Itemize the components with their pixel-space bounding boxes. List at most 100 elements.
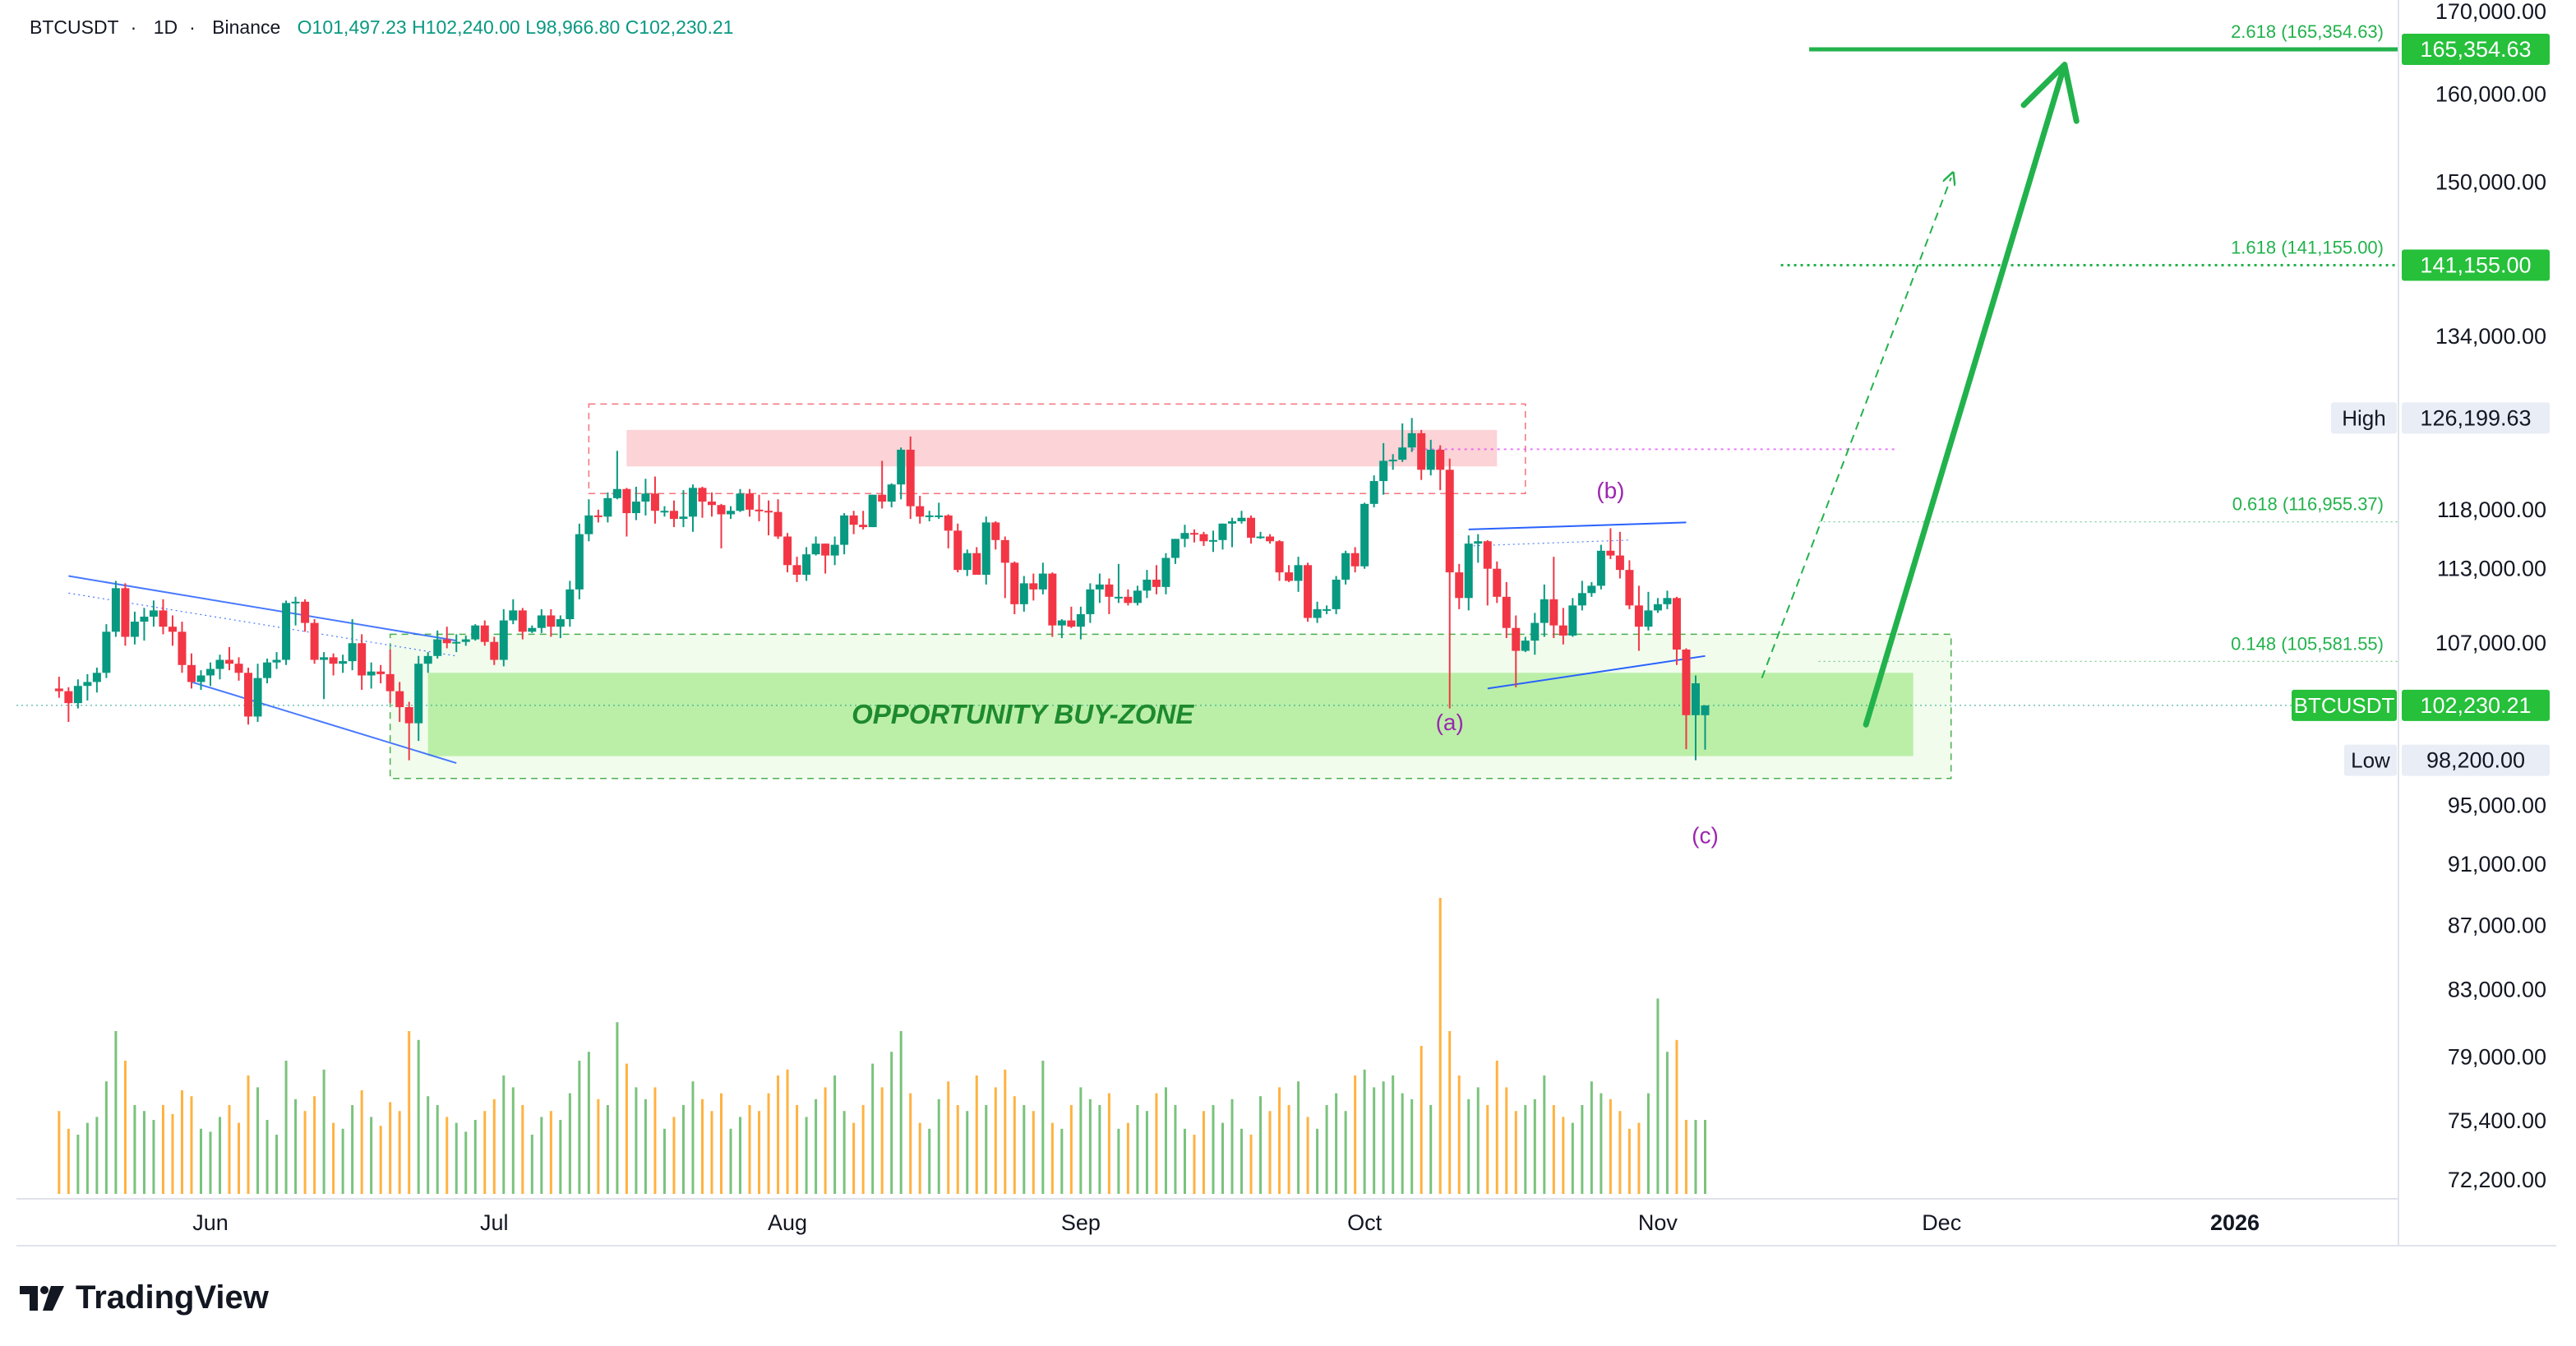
- volume-bar: [805, 1117, 808, 1194]
- volume-bar: [1079, 1087, 1083, 1194]
- volume-bar: [180, 1090, 183, 1194]
- price-label-4: 98,200.00: [2426, 748, 2525, 773]
- candle-body: [1521, 641, 1530, 651]
- volume-bar: [1429, 1105, 1433, 1194]
- volume-bar: [511, 1087, 515, 1194]
- candle-body: [348, 643, 357, 662]
- volume-bar: [606, 1105, 609, 1194]
- candle-body: [1540, 599, 1549, 623]
- candle-body: [1701, 705, 1710, 715]
- volume-bar: [530, 1135, 533, 1194]
- wave-b-label: (b): [1596, 478, 1624, 503]
- candle-body: [764, 511, 773, 513]
- candle-body: [1606, 550, 1615, 556]
- candle-body: [1350, 553, 1360, 567]
- low-value: L98,966.80: [525, 16, 621, 38]
- candle-body: [1304, 565, 1313, 618]
- candle-body: [821, 543, 830, 556]
- volume-bar: [739, 1117, 742, 1194]
- volume-bar: [190, 1096, 193, 1194]
- volume-bar: [1060, 1128, 1064, 1194]
- channel-line-0: [68, 575, 457, 642]
- y-tick-label: 113,000.00: [2437, 557, 2546, 581]
- volume-bar: [1448, 1031, 1452, 1194]
- volume-bar: [985, 1105, 988, 1194]
- volume-bar: [616, 1022, 619, 1194]
- volume-bar: [294, 1099, 298, 1194]
- volume-bar: [1514, 1111, 1517, 1194]
- candle-body: [263, 662, 272, 678]
- volume-bar: [815, 1099, 818, 1194]
- price-label-box-2: [2402, 402, 2550, 434]
- wave-a-label: (a): [1436, 710, 1464, 735]
- volume-bar: [1684, 1120, 1687, 1194]
- tradingview-wordmark: TradingView: [76, 1279, 269, 1316]
- candle-body: [736, 493, 745, 511]
- volume-bar: [123, 1061, 127, 1194]
- volume-bar: [275, 1135, 279, 1194]
- volume-bar: [1278, 1087, 1281, 1194]
- candle-body: [140, 616, 149, 622]
- candle-body: [64, 691, 73, 704]
- candle-body: [178, 631, 187, 665]
- price-tag-3: BTCUSDT: [2294, 693, 2395, 718]
- price-label-box-0: [2402, 33, 2550, 65]
- volume-bar: [918, 1122, 921, 1194]
- volume-bar: [1637, 1122, 1641, 1194]
- volume-bar: [417, 1039, 420, 1194]
- price-tag-box-3: [2292, 689, 2397, 721]
- candle-body: [253, 678, 262, 717]
- volume-bar: [1533, 1099, 1536, 1194]
- candle-body: [1549, 599, 1558, 626]
- volume-bar: [473, 1120, 477, 1194]
- volume-bar: [1212, 1105, 1215, 1194]
- volume-bar: [1656, 998, 1660, 1194]
- candle-body: [1558, 625, 1567, 636]
- volume-bar: [389, 1102, 392, 1194]
- candle-body: [1256, 536, 1265, 539]
- volume-bar: [994, 1087, 997, 1194]
- candle-body: [1266, 536, 1275, 542]
- volume-bar: [1552, 1105, 1555, 1194]
- candle-body: [1038, 573, 1047, 590]
- volume-bar: [871, 1063, 875, 1194]
- interval[interactable]: 1D: [153, 16, 178, 38]
- volume-bar: [1344, 1111, 1347, 1194]
- symbol-name[interactable]: BTCUSDT: [30, 16, 119, 38]
- fib-level-3-label: 0.148 (105,581.55): [2231, 633, 2384, 654]
- candle-body: [404, 707, 413, 724]
- volume-bar: [1306, 1117, 1309, 1194]
- volume-bar: [85, 1122, 89, 1194]
- volume-bar: [1627, 1128, 1631, 1194]
- volume-bar: [408, 1031, 411, 1194]
- candle-body: [1341, 553, 1350, 580]
- candle-body: [1152, 579, 1161, 587]
- tradingview-logo[interactable]: TradingView: [20, 1279, 269, 1316]
- volume-bar: [313, 1096, 316, 1194]
- candle-body: [631, 502, 640, 514]
- volume-bar: [284, 1061, 288, 1194]
- y-tick-label: 134,000.00: [2435, 324, 2546, 349]
- volume-bar: [833, 1075, 837, 1194]
- y-tick-label: 118,000.00: [2437, 497, 2546, 522]
- candle-body: [1502, 596, 1511, 628]
- volume-bar: [1136, 1105, 1139, 1194]
- volume-bar: [720, 1093, 723, 1194]
- volume-bar: [256, 1087, 260, 1194]
- candle-body: [102, 631, 111, 673]
- candle-body: [1615, 555, 1624, 571]
- candle-body: [650, 493, 659, 511]
- volume-bar: [1145, 1111, 1148, 1194]
- volume-bar: [521, 1105, 524, 1194]
- candle-body: [1663, 598, 1672, 604]
- volume-bar: [379, 1126, 382, 1194]
- candle-body: [480, 625, 489, 642]
- volume-bar: [322, 1069, 325, 1194]
- volume-bar: [341, 1128, 344, 1194]
- candle-body: [792, 565, 801, 576]
- candle-body: [1105, 584, 1114, 597]
- channel-line-1: [68, 592, 457, 657]
- projection-dashed-arrow: [1761, 178, 1951, 678]
- candle-body: [1237, 517, 1246, 521]
